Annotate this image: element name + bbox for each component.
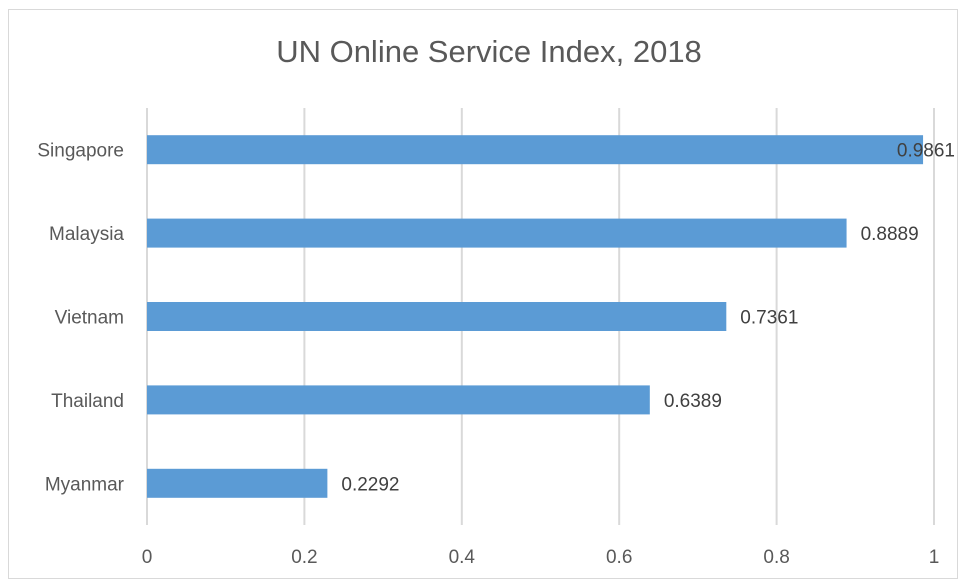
bar: [147, 218, 847, 248]
x-tick-label: 1: [929, 547, 940, 568]
x-tick-label: 0.8: [763, 547, 789, 568]
x-tick-label: 0.6: [606, 547, 632, 568]
data-label: 0.8889: [861, 224, 919, 245]
data-label: 0.7361: [740, 308, 798, 329]
bar: [147, 135, 924, 165]
category-label: Singapore: [37, 141, 124, 162]
x-tick-label: 0.2: [291, 547, 317, 568]
x-tick-label: 0.4: [449, 547, 476, 568]
category-label: Myanmar: [45, 474, 125, 495]
chart-title: UN Online Service Index, 2018: [276, 34, 702, 69]
category-label: Vietnam: [55, 308, 124, 329]
data-label: 0.6389: [664, 391, 722, 412]
bar: [147, 468, 328, 498]
category-label: Thailand: [51, 391, 124, 412]
data-label: 0.2292: [341, 474, 399, 495]
bar: [147, 302, 727, 331]
bar: [147, 385, 650, 415]
category-label: Malaysia: [49, 224, 124, 245]
x-tick-label: 0: [142, 547, 153, 568]
data-label: 0.9861: [897, 141, 955, 162]
